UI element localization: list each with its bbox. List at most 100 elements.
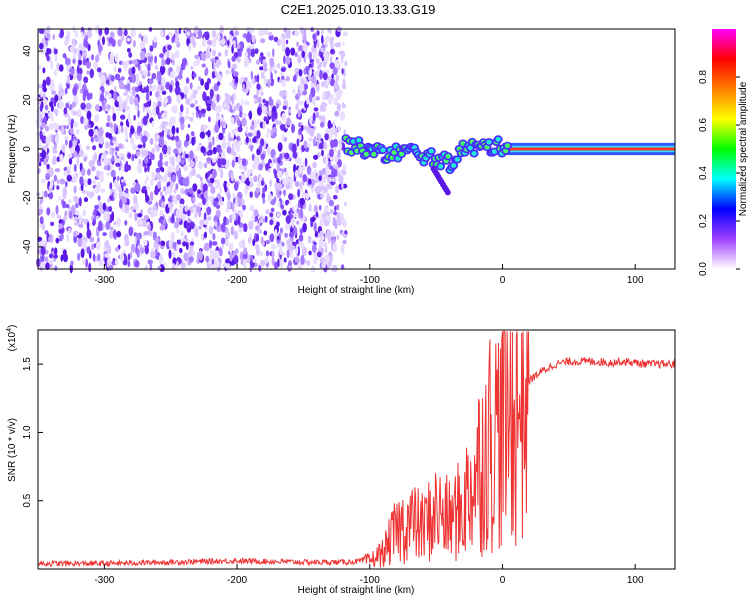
noise-speck: [165, 35, 170, 41]
noise-speck: [159, 264, 165, 273]
noise-speck: [62, 191, 67, 200]
noise-speck: [330, 139, 335, 149]
noise-speck: [133, 114, 136, 121]
noise-speck: [145, 176, 150, 182]
noise-speck: [233, 231, 238, 239]
noise-speck: [194, 99, 198, 105]
noise-speck: [303, 140, 308, 149]
noise-speck: [128, 60, 133, 65]
noise-speck: [285, 215, 291, 224]
noise-speck: [267, 192, 272, 203]
noise-speck: [220, 38, 226, 45]
noise-speck: [217, 158, 222, 168]
noise-speck: [105, 132, 110, 138]
signal-blob: [438, 164, 444, 169]
noise-speck: [73, 164, 77, 172]
signal-blob: [486, 139, 492, 145]
noise-speck: [292, 151, 298, 159]
noise-speck: [265, 250, 270, 257]
colorbar-tick-label: 0.4: [698, 166, 709, 180]
noise-speck: [279, 258, 284, 268]
noise-speck: [177, 74, 183, 80]
noise-speck: [241, 158, 247, 167]
noise-speck: [41, 222, 45, 231]
noise-speck: [206, 151, 211, 156]
noise-speck: [97, 195, 101, 201]
noise-speck: [104, 90, 109, 95]
noise-speck: [73, 216, 78, 222]
noise-speck: [118, 79, 124, 89]
noise-speck: [210, 186, 216, 194]
noise-speck: [312, 112, 316, 123]
noise-speck: [88, 128, 94, 137]
noise-speck: [232, 151, 237, 157]
noise-speck: [157, 101, 162, 108]
noise-speck: [211, 71, 216, 79]
noise-speck: [185, 153, 189, 159]
noise-speck: [200, 78, 205, 86]
noise-speck: [139, 66, 143, 75]
noise-speck: [186, 209, 191, 217]
noise-speck: [48, 259, 54, 265]
noise-speck: [263, 74, 267, 84]
noise-speck: [83, 89, 89, 96]
noise-speck: [343, 233, 348, 239]
x-tick-label: 100: [627, 575, 644, 586]
noise-speck: [202, 91, 206, 102]
noise-speck: [102, 232, 107, 237]
noise-speck: [46, 148, 50, 154]
noise-speck: [226, 263, 231, 271]
noise-speck: [301, 50, 306, 59]
noise-speck: [161, 129, 165, 138]
noise-speck: [318, 180, 324, 187]
noise-speck: [316, 251, 322, 258]
noise-speck: [59, 64, 64, 72]
noise-speck: [215, 33, 221, 41]
noise-speck: [213, 200, 218, 208]
noise-speck: [95, 104, 100, 112]
noise-speck: [225, 218, 229, 226]
noise-speck: [127, 48, 131, 53]
noise-speck: [253, 94, 258, 100]
noise-speck: [123, 204, 130, 214]
noise-speck: [276, 103, 280, 109]
noise-speck: [200, 146, 206, 153]
noise-speck: [159, 53, 165, 59]
noise-speck: [251, 153, 255, 161]
noise-speck: [157, 134, 160, 140]
noise-speck: [341, 180, 344, 190]
noise-speck: [86, 221, 90, 231]
noise-speck: [312, 161, 317, 169]
noise-speck: [236, 43, 241, 50]
noise-speck: [256, 181, 263, 187]
noise-speck: [151, 86, 156, 92]
noise-speck: [90, 136, 94, 143]
noise-speck: [98, 43, 103, 53]
noise-speck: [116, 230, 122, 238]
noise-speck: [225, 258, 230, 264]
noise-speck: [190, 131, 195, 137]
noise-speck: [281, 241, 285, 247]
noise-speck: [81, 189, 87, 194]
snr-frame: [37, 329, 676, 570]
noise-speck: [277, 243, 282, 248]
noise-speck: [96, 169, 99, 179]
noise-speck: [64, 139, 68, 146]
noise-speck: [296, 159, 301, 165]
noise-speck: [279, 90, 285, 98]
noise-speck: [39, 130, 43, 140]
noise-speck: [269, 162, 273, 167]
noise-speck: [249, 205, 255, 212]
noise-speck: [269, 57, 275, 68]
noise-speck: [326, 232, 330, 239]
noise-speck: [296, 220, 300, 225]
noise-speck: [214, 184, 220, 189]
noise-speck: [88, 118, 91, 125]
noise-speck: [298, 45, 304, 52]
noise-speck: [100, 170, 104, 179]
noise-speck: [153, 36, 158, 43]
noise-speck: [213, 60, 216, 71]
noise-speck: [109, 182, 113, 190]
noise-speck: [46, 207, 51, 216]
noise-speck: [321, 247, 324, 255]
